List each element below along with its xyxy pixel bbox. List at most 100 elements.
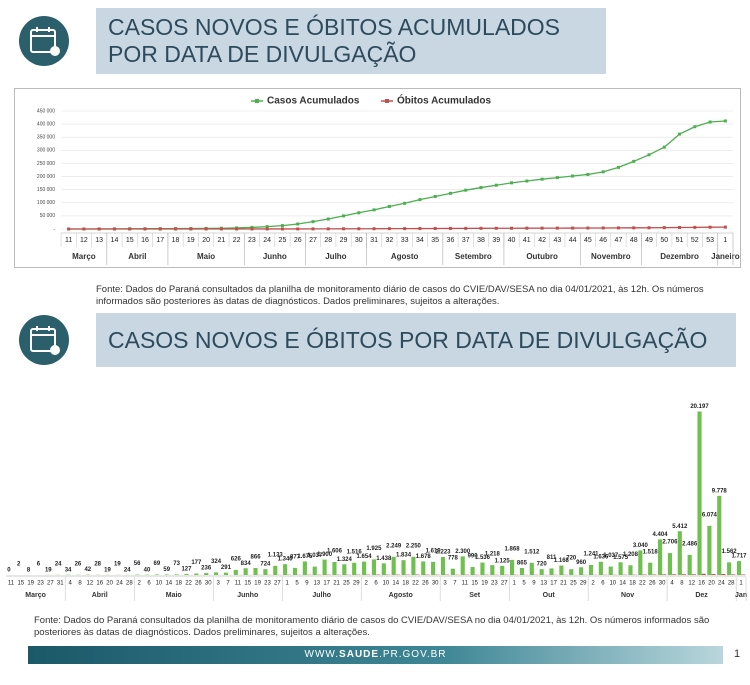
x-tick-label: 1	[512, 581, 516, 587]
bar	[697, 411, 702, 575]
bar	[273, 565, 278, 575]
bar	[352, 562, 357, 575]
point-marker	[387, 204, 391, 208]
legend-label: Óbitos Acumulados	[397, 94, 492, 107]
value-label: 1.900	[317, 552, 333, 558]
month-label: Julho	[325, 252, 346, 261]
month-label: Março	[25, 592, 46, 599]
x-tick-label: 21	[217, 237, 225, 244]
point-marker	[265, 227, 269, 231]
x-tick-label: 16	[141, 237, 149, 244]
x-tick-label: 30	[205, 581, 212, 587]
value-label: 877	[290, 554, 301, 560]
x-tick-label: 52	[691, 237, 699, 244]
point-marker	[403, 227, 407, 231]
value-label: 990	[468, 554, 479, 560]
bar	[667, 553, 672, 575]
value-label: 1.324	[337, 557, 353, 563]
x-tick-label: 2	[138, 581, 142, 587]
x-tick-label: 24	[263, 237, 271, 244]
value-label: 26	[75, 561, 82, 567]
x-tick-label: 13	[313, 581, 320, 587]
bar	[154, 574, 159, 575]
x-tick-label: 20	[202, 237, 210, 244]
x-tick-label: 51	[676, 237, 684, 244]
point-marker	[326, 227, 330, 231]
x-tick-label: 38	[477, 237, 485, 244]
value-label: 811	[547, 555, 557, 561]
point-marker	[647, 153, 651, 157]
month-label: Novembro	[591, 252, 631, 261]
x-tick-label: 48	[630, 237, 638, 244]
x-tick-label: 47	[615, 237, 623, 244]
x-tick-label: 19	[254, 581, 261, 587]
x-tick-label: 15	[126, 237, 134, 244]
point-marker	[723, 119, 727, 123]
value-label: 69	[154, 561, 161, 567]
x-tick-label: 21	[333, 581, 340, 587]
point-marker	[693, 225, 697, 229]
bar	[588, 564, 594, 575]
bar	[223, 572, 228, 575]
y-tick-label: 350 000	[37, 135, 55, 141]
bar	[174, 574, 179, 575]
value-label: 1.606	[327, 549, 343, 555]
point-marker	[235, 227, 239, 231]
value-label: 1.834	[396, 553, 412, 559]
x-tick-label: 9	[305, 581, 309, 587]
value-label: 4.404	[653, 532, 669, 538]
y-tick-label: 400 000	[37, 121, 55, 127]
month-label: Out	[543, 592, 556, 599]
bar	[618, 562, 623, 575]
value-label: 236	[201, 566, 212, 572]
x-tick-label: 43	[553, 237, 561, 244]
legend-marker	[385, 99, 389, 103]
x-tick-label: 29	[340, 237, 348, 244]
x-tick-label: 5	[295, 581, 299, 587]
x-tick-label: 22	[233, 237, 241, 244]
x-tick-label: 31	[370, 237, 378, 244]
x-tick-label: 39	[492, 237, 500, 244]
value-label: 960	[576, 560, 587, 566]
point-marker	[662, 226, 666, 230]
value-label: 127	[181, 567, 192, 573]
value-label: 40	[144, 567, 151, 573]
month-label: Junho	[237, 592, 258, 599]
x-tick-label: 26	[294, 237, 302, 244]
x-tick-label: 3	[443, 581, 447, 587]
value-label: 42	[84, 567, 91, 573]
value-label: 720	[537, 562, 548, 568]
x-tick-label: 28	[126, 581, 133, 587]
x-tick-label: 53	[706, 237, 714, 244]
point-marker	[586, 172, 590, 176]
footer-text: .PR.GOV.BR	[379, 649, 447, 660]
point-marker	[265, 225, 269, 229]
bar	[204, 573, 209, 575]
point-marker	[510, 226, 514, 230]
point-marker	[280, 224, 284, 228]
point-marker	[326, 217, 330, 221]
point-marker	[418, 227, 422, 231]
x-tick-label: 14	[619, 581, 626, 587]
x-tick-label: 28	[324, 237, 332, 244]
month-label: Março	[72, 252, 96, 261]
y-tick-label: 200 000	[37, 174, 55, 180]
y-tick-label: 100 000	[37, 200, 55, 206]
x-tick-label: 17	[323, 581, 330, 587]
value-label: 1.438	[376, 556, 392, 562]
x-tick-label: 23	[264, 581, 271, 587]
x-tick-label: 44	[569, 237, 577, 244]
x-tick-label: 3	[216, 581, 220, 587]
value-label: 1.037	[307, 553, 323, 559]
point-marker	[448, 226, 452, 230]
bar	[411, 556, 416, 575]
x-tick-label: 35	[431, 237, 439, 244]
x-tick-label: 2	[591, 581, 595, 587]
bar	[648, 562, 653, 575]
x-tick-label: 26	[649, 581, 656, 587]
point-marker	[540, 226, 544, 230]
footer-text: SAUDE	[339, 649, 380, 660]
x-tick-label: 6	[601, 581, 605, 587]
x-tick-label: 27	[47, 581, 54, 587]
value-label: 56	[134, 561, 141, 567]
